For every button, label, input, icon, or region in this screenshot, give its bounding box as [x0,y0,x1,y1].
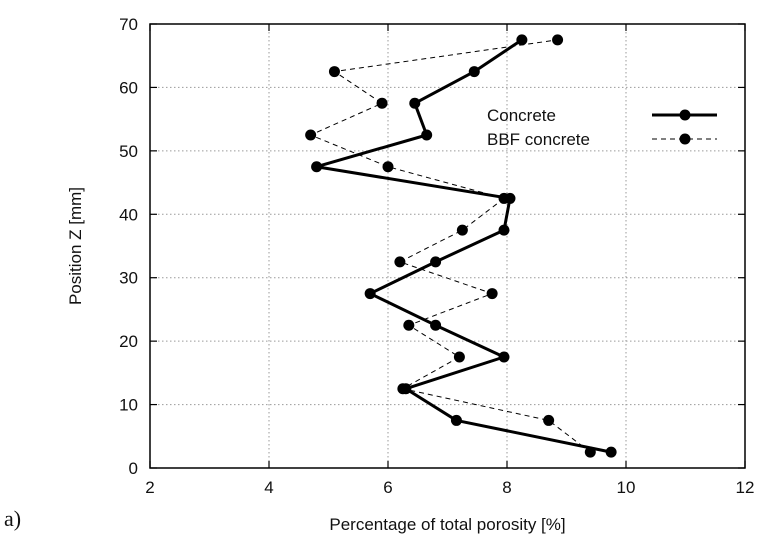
data-point-concrete [364,288,376,300]
y-tick-label: 30 [119,269,138,288]
data-point-bbf-concrete [498,192,510,204]
y-tick-label: 50 [119,142,138,161]
x-axis-label: Percentage of total porosity [%] [329,515,565,534]
data-point-concrete [516,34,528,46]
legend-label-concrete: Concrete [487,106,556,125]
data-point-bbf-concrete [584,446,596,458]
series-line-concrete [315,38,612,454]
data-point-bbf-concrete [456,224,468,236]
y-tick-label: 60 [119,78,138,97]
data-point-bbf-concrete [486,288,498,300]
panel-label: a) [4,506,22,531]
data-point-concrete [498,224,510,236]
data-point-concrete [430,256,442,268]
data-point-concrete [409,97,421,109]
data-point-concrete [450,414,462,426]
data-point-concrete [498,351,510,363]
data-point-bbf-concrete [394,256,406,268]
data-series [305,34,617,458]
y-axis-label: Position Z [mm] [66,187,85,305]
x-tick-label: 2 [145,478,154,497]
data-point-concrete [605,446,617,458]
data-point-bbf-concrete [453,351,465,363]
data-point-bbf-concrete [543,414,555,426]
data-point-bbf-concrete [376,97,388,109]
data-point-bbf-concrete [403,319,415,331]
x-tick-label: 10 [617,478,636,497]
legend-marker-bbf-concrete [679,133,691,145]
data-point-concrete [421,129,433,141]
x-tick-label: 12 [736,478,755,497]
data-point-bbf-concrete [328,66,340,78]
data-point-concrete [468,66,480,78]
grid [150,24,745,468]
y-tick-label: 40 [119,205,138,224]
data-point-concrete [311,161,323,173]
data-point-concrete [430,319,442,331]
legend-label-bbf-concrete: BBF concrete [487,130,590,149]
series-line-bbf-concrete [310,39,591,453]
x-tick-label: 8 [502,478,511,497]
legend-marker-concrete [679,109,691,121]
legend: Concrete BBF concrete [487,106,717,149]
y-tick-label: 0 [129,459,138,478]
data-point-bbf-concrete [382,161,394,173]
x-tick-label: 4 [264,478,273,497]
y-tick-label: 70 [119,15,138,34]
data-point-bbf-concrete [397,383,409,395]
data-point-bbf-concrete [552,34,564,46]
x-tick-label: 6 [383,478,392,497]
data-point-bbf-concrete [305,129,317,141]
axis-ticks: 2 4 6 8 10 12 0 10 20 30 40 50 60 70 [119,15,754,497]
y-tick-label: 20 [119,332,138,351]
y-tick-label: 10 [119,396,138,415]
plot-frame [149,23,746,469]
